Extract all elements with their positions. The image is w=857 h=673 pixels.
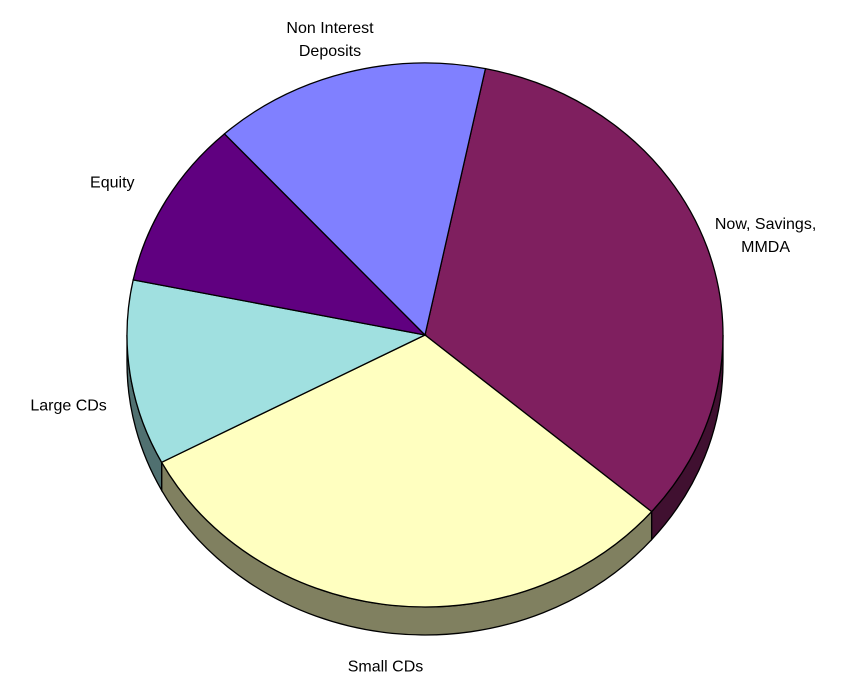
pie-slice (160, 334, 653, 608)
slice-label: Now, Savings, MMDA (714, 215, 817, 256)
slice-label: Equity (90, 174, 135, 192)
slice-label: Non Interest Deposits (286, 19, 374, 60)
pie-slice (126, 279, 428, 464)
slice-label: Large CDs (30, 397, 107, 415)
pie-slice (223, 62, 487, 337)
pie-slice (424, 67, 724, 513)
slice-label: Small CDs (347, 658, 424, 673)
pie-slice (132, 132, 427, 337)
